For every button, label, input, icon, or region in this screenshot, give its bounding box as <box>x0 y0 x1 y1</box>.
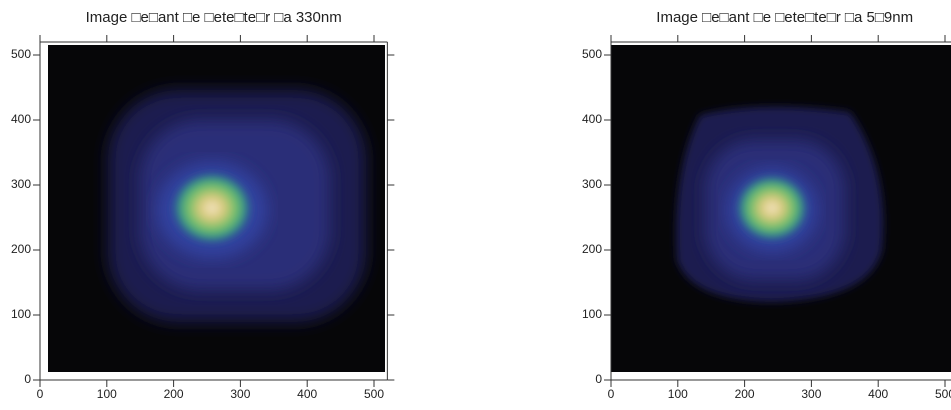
y-tick-label: 100 <box>11 307 31 321</box>
chart-title: Image □e□ant □e □ete□te□r □a 5□9nm <box>656 9 913 26</box>
x-tick-label: 300 <box>801 387 821 401</box>
x-tick-label: 100 <box>97 387 117 401</box>
x-tick-label: 0 <box>37 387 44 401</box>
image-right <box>611 45 951 372</box>
y-tick-label: 300 <box>582 177 602 191</box>
y-tick-label: 300 <box>11 177 31 191</box>
chart-title: Image □e□ant □e □ete□te□r □a 330nm <box>86 9 342 26</box>
x-tick-label: 400 <box>297 387 317 401</box>
x-tick-label: 200 <box>164 387 184 401</box>
x-tick-label: 500 <box>364 387 384 401</box>
y-tick-label: 100 <box>582 307 602 321</box>
x-tick-label: 200 <box>735 387 755 401</box>
y-tick-label: 400 <box>582 112 602 126</box>
y-tick-label: 200 <box>582 242 602 256</box>
y-tick-label: 400 <box>11 112 31 126</box>
x-tick-label: 100 <box>668 387 688 401</box>
x-tick-label: 300 <box>230 387 250 401</box>
y-tick-label: 500 <box>11 47 31 61</box>
x-tick-label: 0 <box>608 387 615 401</box>
y-tick-label: 0 <box>24 372 31 386</box>
y-tick-label: 200 <box>11 242 31 256</box>
x-tick-label: 500 <box>935 387 951 401</box>
image-left <box>48 45 385 372</box>
y-tick-label: 0 <box>595 372 602 386</box>
y-tick-label: 500 <box>582 47 602 61</box>
x-tick-label: 400 <box>868 387 888 401</box>
